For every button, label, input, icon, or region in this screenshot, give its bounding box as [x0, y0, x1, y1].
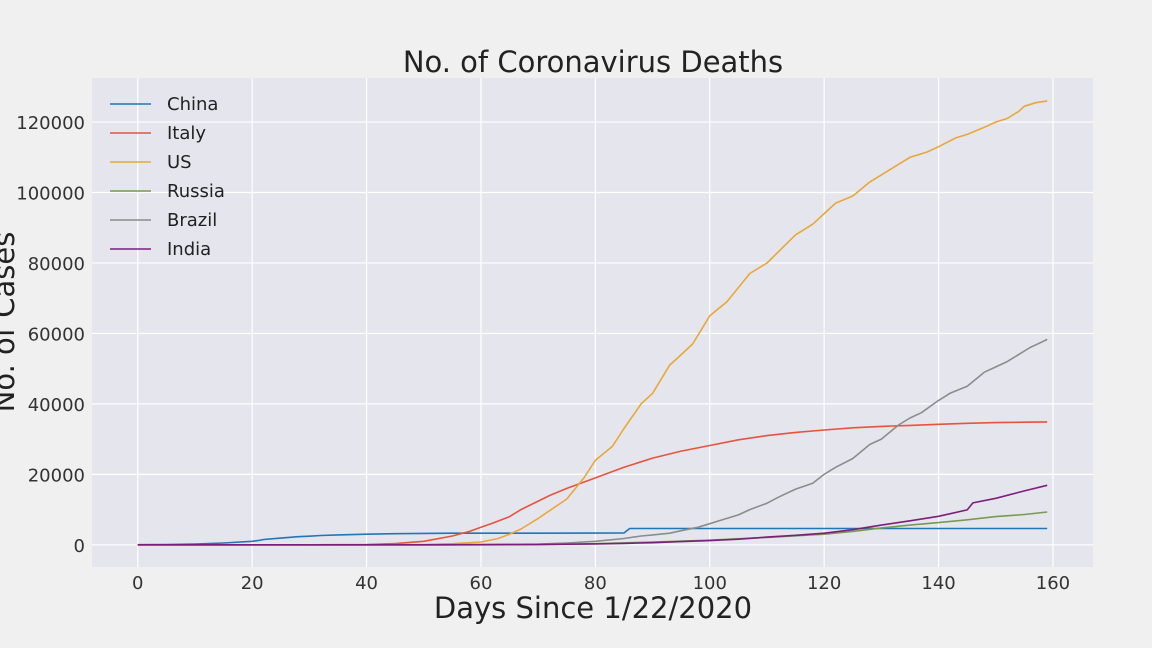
- x-tick-label: 120: [807, 573, 841, 594]
- series-line-india: [137, 484, 1048, 546]
- plot-background: [92, 78, 1093, 567]
- x-tick-label: 60: [470, 573, 493, 594]
- x-tick-label: 160: [1036, 573, 1070, 594]
- series-line-brazil: [137, 338, 1048, 546]
- legend-label-brazil: Brazil: [167, 210, 217, 231]
- x-tick-label: 140: [921, 573, 955, 594]
- legend-label-us: US: [167, 152, 192, 173]
- series-line-italy: [137, 421, 1048, 546]
- legend-label-china: China: [167, 94, 218, 115]
- y-tick-label: 40000: [28, 395, 85, 416]
- y-tick-label: 100000: [16, 183, 85, 204]
- x-tick-label: 100: [693, 573, 727, 594]
- x-axis-label: Days Since 1/22/2020: [434, 591, 752, 625]
- legend-label-russia: Russia: [167, 181, 225, 202]
- chart-title: No. of Coronavirus Deaths: [403, 45, 783, 79]
- y-tick-label: 0: [74, 536, 85, 557]
- y-axis-label: No. of Cases: [0, 232, 21, 413]
- legend: China Italy US Russia Brazil India: [110, 94, 225, 260]
- legend-label-india: India: [167, 239, 211, 260]
- x-tick-label: 40: [355, 573, 378, 594]
- series-line-china: [137, 527, 1048, 546]
- y-tick-label: 120000: [16, 113, 85, 134]
- series-line-us: [137, 100, 1048, 546]
- y-tick-label: 60000: [28, 324, 85, 345]
- tick-labels: 0 20 40 60 80 100 120 140 160 0 20000 40000 60000 800…: [16, 113, 1070, 594]
- x-tick-label: 20: [241, 573, 264, 594]
- series-lines: [137, 100, 1048, 546]
- grid: [92, 78, 1093, 567]
- x-tick-label: 80: [584, 573, 607, 594]
- x-tick-label: 0: [132, 573, 143, 594]
- y-tick-label: 80000: [28, 254, 85, 275]
- y-tick-label: 20000: [28, 465, 85, 486]
- legend-label-italy: Italy: [167, 123, 206, 144]
